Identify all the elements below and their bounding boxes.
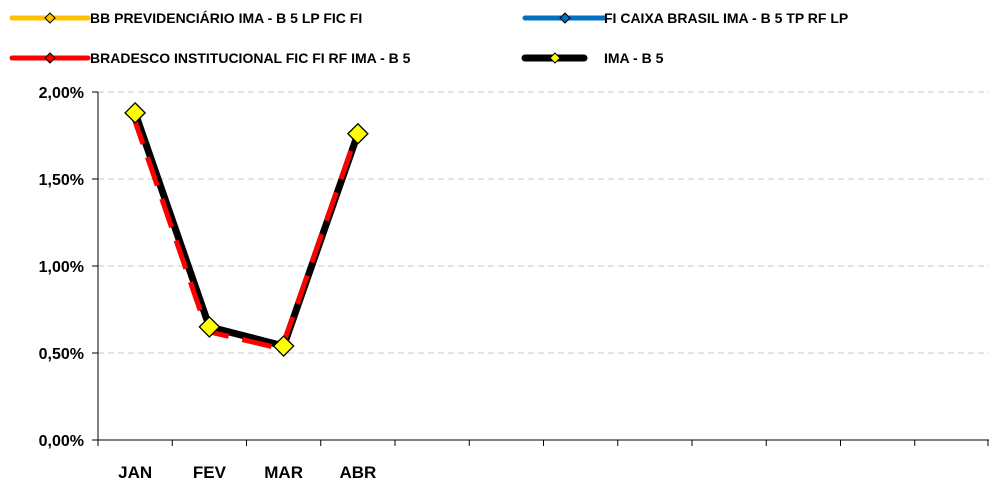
y-tick-label: 2,00% — [39, 85, 84, 102]
data-point-marker — [272, 335, 295, 357]
y-tick-labels: 0,00% 0,50% 1,00% 1,50% 2,00% — [39, 85, 84, 450]
y-tick-label: 0,00% — [39, 433, 84, 450]
series-lines — [130, 109, 362, 352]
legend-item-imab5: IMA - B 5 — [521, 50, 664, 66]
x-tick-label: MAR — [264, 463, 303, 482]
y-tick-label: 0,50% — [39, 346, 84, 363]
y-tick-label: 1,50% — [39, 172, 84, 189]
gridlines — [98, 91, 989, 354]
series-line-2 — [130, 114, 359, 352]
legend-marker-imab5 — [549, 52, 561, 64]
y-tick-label: 1,00% — [39, 259, 84, 276]
axes — [92, 91, 989, 446]
x-tick-label: ABR — [339, 463, 376, 482]
legend: BB PREVIDENCIÁRIO IMA - B 5 LP FIC FI FI… — [9, 10, 848, 66]
series-markers — [124, 101, 369, 357]
data-point-marker — [124, 101, 147, 124]
legend-label-caixa: FI CAIXA BRASIL IMA - B 5 TP RF LP — [604, 10, 848, 26]
series-line-3 — [131, 109, 362, 350]
legend-item-bb: BB PREVIDENCIÁRIO IMA - B 5 LP FIC FI — [9, 10, 362, 26]
legend-item-bradesco: BRADESCO INSTITUCIONAL FIC FI RF IMA - B… — [9, 50, 411, 66]
legend-marker-bradesco — [44, 52, 56, 64]
legend-label-bb: BB PREVIDENCIÁRIO IMA - B 5 LP FIC FI — [90, 10, 362, 26]
data-point-marker — [346, 122, 369, 145]
data-point-marker — [198, 315, 221, 338]
legend-marker-caixa — [559, 12, 571, 24]
x-tick-label: JAN — [118, 463, 152, 482]
legend-label-imab5: IMA - B 5 — [604, 50, 664, 66]
legend-item-caixa: FI CAIXA BRASIL IMA - B 5 TP RF LP — [522, 10, 848, 26]
legend-label-bradesco: BRADESCO INSTITUCIONAL FIC FI RF IMA - B… — [90, 50, 411, 66]
x-tick-label: FEV — [193, 463, 227, 482]
legend-marker-bb — [44, 12, 56, 24]
x-tick-labels: JAN FEV MAR ABR — [118, 463, 376, 482]
